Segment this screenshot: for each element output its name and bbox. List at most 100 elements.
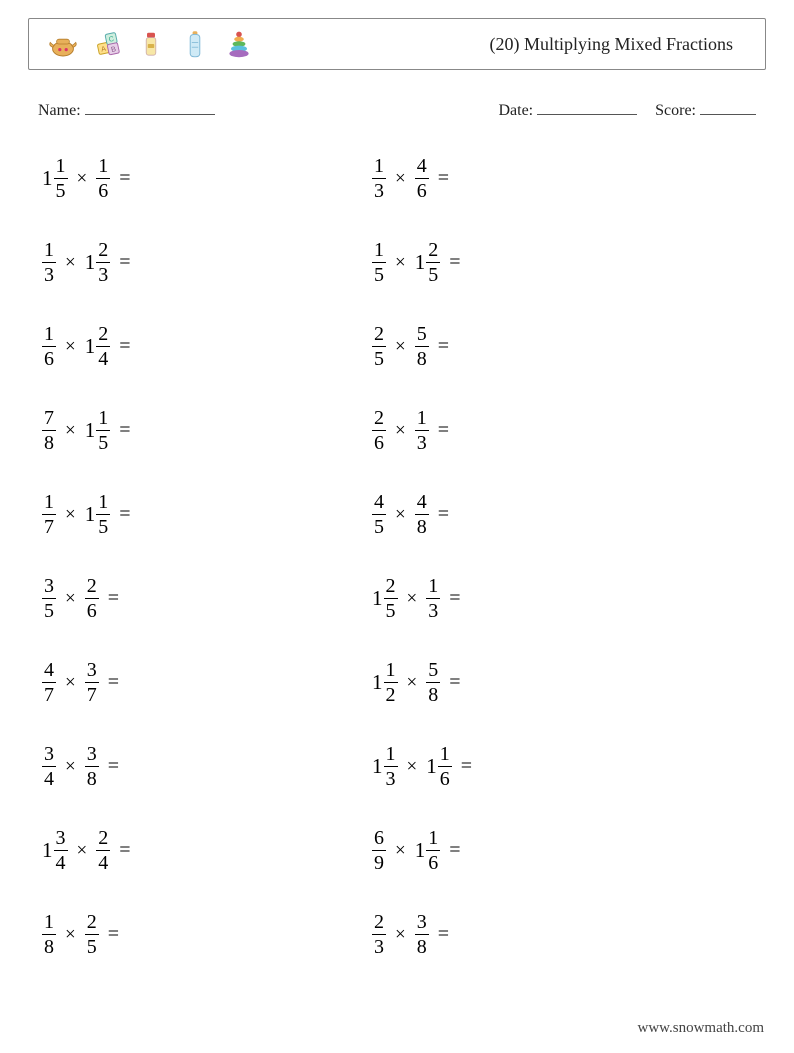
denominator: 3 — [42, 265, 56, 285]
numerator: 3 — [42, 576, 56, 596]
fraction: 15 — [96, 492, 110, 537]
fraction: 45 — [372, 492, 386, 537]
fraction-bar — [42, 934, 56, 935]
denominator: 3 — [372, 181, 386, 201]
fraction-bar — [42, 598, 56, 599]
bottle-icon — [179, 26, 211, 62]
equals-symbol: = — [110, 419, 130, 442]
problem: 113×116= — [372, 744, 672, 790]
denominator: 7 — [85, 685, 99, 705]
denominator: 8 — [42, 937, 56, 957]
fraction-bar — [42, 514, 56, 515]
times-symbol: × — [68, 840, 97, 862]
date-blank[interactable] — [537, 98, 637, 115]
equals-symbol: = — [440, 671, 460, 694]
equals-symbol: = — [110, 503, 130, 526]
fraction: 26 — [85, 576, 99, 621]
equals-symbol: = — [429, 335, 449, 358]
problem: 26×13= — [372, 408, 672, 454]
whole-part: 1 — [85, 418, 97, 443]
denominator: 7 — [42, 517, 56, 537]
numerator: 1 — [42, 240, 56, 260]
date-label: Date: — [498, 102, 533, 119]
times-symbol: × — [386, 504, 415, 526]
denominator: 3 — [426, 601, 440, 621]
fraction: 26 — [372, 408, 386, 453]
denominator: 2 — [384, 685, 398, 705]
denominator: 5 — [96, 517, 110, 537]
fraction: 38 — [85, 744, 99, 789]
times-symbol: × — [56, 420, 85, 442]
fraction: 58 — [415, 324, 429, 369]
numerator: 2 — [96, 240, 110, 260]
fraction: 15 — [96, 408, 110, 453]
numerator: 4 — [415, 492, 429, 512]
fraction: 13 — [415, 408, 429, 453]
fraction-bar — [415, 346, 429, 347]
times-symbol: × — [56, 504, 85, 526]
denominator: 6 — [415, 181, 429, 201]
denominator: 4 — [96, 853, 110, 873]
times-symbol: × — [386, 420, 415, 442]
fraction: 16 — [426, 828, 440, 873]
equals-symbol: = — [110, 167, 130, 190]
problems-grid: 115×16=13×46=13×123=15×125=16×124=25×58=… — [28, 156, 766, 958]
numerator: 5 — [415, 324, 429, 344]
fraction-bar — [85, 766, 99, 767]
numerator: 1 — [42, 492, 56, 512]
header-icons: A C B — [47, 26, 255, 62]
fraction-bar — [426, 682, 440, 683]
times-symbol: × — [386, 336, 415, 358]
denominator: 4 — [96, 349, 110, 369]
name-blank[interactable] — [85, 98, 215, 115]
denominator: 4 — [54, 853, 68, 873]
times-symbol: × — [56, 336, 85, 358]
denominator: 6 — [96, 181, 110, 201]
numerator: 1 — [372, 240, 386, 260]
numerator: 4 — [372, 492, 386, 512]
fraction-bar — [96, 262, 110, 263]
fraction-bar — [415, 514, 429, 515]
whole-part: 1 — [415, 838, 427, 863]
denominator: 9 — [372, 853, 386, 873]
numerator: 2 — [384, 576, 398, 596]
problem: 115×16= — [42, 156, 342, 202]
equals-symbol: = — [110, 335, 130, 358]
denominator: 5 — [54, 181, 68, 201]
fraction: 58 — [426, 660, 440, 705]
problem: 18×25= — [42, 912, 342, 958]
numerator: 2 — [96, 324, 110, 344]
fraction: 47 — [42, 660, 56, 705]
whole-part: 1 — [85, 502, 97, 527]
whole-part: 1 — [85, 250, 97, 275]
numerator: 3 — [42, 744, 56, 764]
numerator: 2 — [426, 240, 440, 260]
numerator: 2 — [372, 912, 386, 932]
times-symbol: × — [56, 672, 85, 694]
fraction-bar — [85, 682, 99, 683]
fraction: 23 — [372, 912, 386, 957]
fraction: 16 — [438, 744, 452, 789]
fraction: 48 — [415, 492, 429, 537]
denominator: 8 — [42, 433, 56, 453]
score-blank[interactable] — [700, 98, 756, 115]
numerator: 1 — [438, 744, 452, 764]
fraction-bar — [384, 682, 398, 683]
problem: 23×38= — [372, 912, 672, 958]
numerator: 7 — [42, 408, 56, 428]
fraction-bar — [85, 934, 99, 935]
fraction-bar — [54, 178, 68, 179]
fraction: 35 — [42, 576, 56, 621]
fraction-bar — [415, 934, 429, 935]
denominator: 8 — [415, 349, 429, 369]
fraction-bar — [42, 346, 56, 347]
denominator: 5 — [372, 349, 386, 369]
fraction: 25 — [426, 240, 440, 285]
equals-symbol: = — [99, 671, 119, 694]
blocks-icon: A C B — [91, 26, 123, 62]
whole-part: 1 — [85, 334, 97, 359]
problem: 13×46= — [372, 156, 672, 202]
denominator: 3 — [372, 937, 386, 957]
numerator: 2 — [96, 828, 110, 848]
equals-symbol: = — [429, 419, 449, 442]
